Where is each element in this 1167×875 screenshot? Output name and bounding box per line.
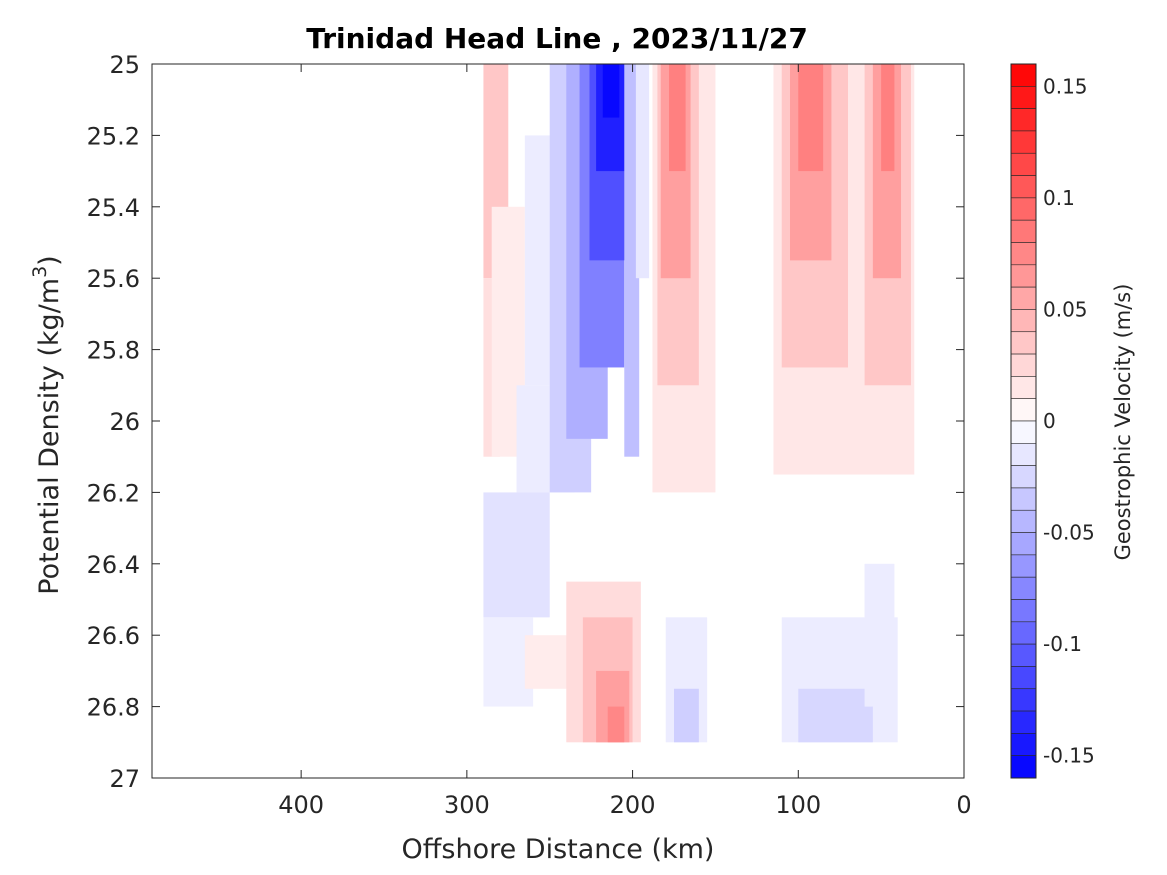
- y-tick-label: 25.4: [87, 194, 140, 222]
- colorbar-band: [1010, 219, 1037, 243]
- y-tick-label: 25.8: [87, 337, 140, 365]
- y-tick-label: 25.2: [87, 122, 140, 150]
- contour-cell: [607, 706, 625, 743]
- colorbar-band: [1010, 398, 1037, 422]
- y-axis-title-close: ): [34, 255, 65, 266]
- contour-cell: [624, 64, 640, 457]
- y-axis-title-text: Potential Density (kg/m: [34, 278, 65, 595]
- axes: 400 300 200 100 0 25 25.2 25.4 25.6 25.8 26 26.2 26.…: [87, 51, 972, 819]
- colorbar-band: [1010, 465, 1037, 489]
- colorbar-band: [1010, 509, 1037, 533]
- colorbar-band: [1010, 554, 1037, 578]
- colorbar-tick-label: 0: [1043, 409, 1056, 433]
- y-axis-title: Potential Density (kg/m3): [29, 255, 65, 594]
- colorbar-tick-label: -0.15: [1043, 744, 1095, 768]
- colorbar-band: [1010, 108, 1037, 132]
- y-tick-label: 27: [109, 765, 140, 793]
- chart-title: Trinidad Head Line , 2023/11/27: [306, 22, 808, 55]
- y-tick-label: 26: [109, 408, 140, 436]
- colorbar-band: [1010, 733, 1037, 756]
- colorbar-band: [1010, 576, 1037, 600]
- colorbar-band: [1010, 599, 1037, 623]
- colorbar-band: [1010, 353, 1037, 377]
- y-tick-label: 26.4: [87, 551, 140, 579]
- contour-cell: [669, 64, 686, 172]
- x-axis-title: Offshore Distance (km): [402, 834, 715, 865]
- x-tick-label: 200: [610, 791, 656, 819]
- colorbar-band: [1010, 420, 1037, 444]
- y-axis-title-superscript: 3: [29, 266, 51, 278]
- colorbar-band: [1010, 666, 1037, 690]
- y-tick-label: 26.8: [87, 694, 140, 722]
- colorbar-band: [1010, 309, 1037, 333]
- colorbar-tick-label: 0.05: [1043, 297, 1088, 321]
- colorbar-title: Geostrophic Velocity (m/s): [1111, 284, 1135, 561]
- x-tick-label: 100: [775, 791, 821, 819]
- plot-area: [152, 64, 964, 778]
- colorbar-tick-label: -0.05: [1043, 521, 1095, 545]
- colorbar: 0.15 0.1 0.05 0 -0.05 -0.1 -0.15: [1010, 63, 1095, 779]
- colorbar-frame: [1010, 63, 1037, 779]
- contour-cell: [674, 688, 699, 743]
- colorbar-band: [1010, 443, 1037, 466]
- colorbar-band: [1010, 197, 1037, 221]
- colorbar-band: [1010, 710, 1037, 734]
- colorbar-band: [1010, 755, 1037, 779]
- contour-cell: [483, 492, 550, 618]
- x-tick-label: 0: [956, 791, 971, 819]
- contour-cell: [635, 64, 650, 279]
- y-tick-label: 26.6: [87, 622, 140, 650]
- y-tick-label: 26.2: [87, 479, 140, 507]
- colorbar-band: [1010, 130, 1037, 154]
- colorbar-band: [1010, 175, 1037, 199]
- colorbar-tick-label: 0.15: [1043, 74, 1088, 98]
- colorbar-band: [1010, 242, 1037, 266]
- colorbar-band: [1010, 487, 1037, 511]
- y-tick-label: 25.6: [87, 265, 140, 293]
- contour-cell: [798, 64, 824, 172]
- colorbar-tick-label: -0.1: [1043, 632, 1082, 656]
- contour-cell: [798, 688, 873, 743]
- contour-cell: [881, 64, 895, 172]
- colorbar-band: [1010, 621, 1037, 645]
- colorbar-band: [1010, 63, 1037, 87]
- colorbar-band: [1010, 331, 1037, 355]
- x-tick-label: 300: [444, 791, 490, 819]
- contour-cell: [602, 64, 620, 118]
- colorbar-band: [1010, 532, 1037, 556]
- colorbar-band: [1010, 688, 1037, 712]
- colorbar-band: [1010, 152, 1037, 176]
- colorbar-band: [1010, 286, 1037, 310]
- y-tick-label: 25: [109, 51, 140, 79]
- colorbar-band: [1010, 86, 1037, 109]
- colorbar-band: [1010, 643, 1037, 667]
- colorbar-band: [1010, 376, 1037, 399]
- x-tick-label: 400: [278, 791, 324, 819]
- contour-cell: [864, 563, 895, 707]
- colorbar-band: [1010, 264, 1037, 288]
- colorbar-tick-label: 0.1: [1043, 186, 1075, 210]
